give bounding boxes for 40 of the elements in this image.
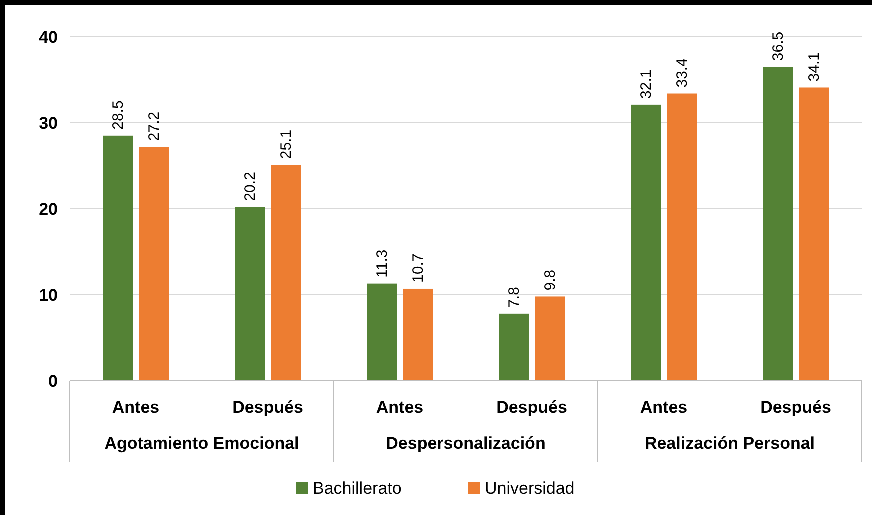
data-label: 36.5: [770, 32, 787, 62]
y-tick-label: 20: [39, 200, 58, 219]
x-tick-label: Antes: [112, 398, 160, 417]
bar: [499, 314, 529, 381]
data-label: 20.2: [242, 172, 259, 202]
bar: [799, 88, 829, 381]
data-label: 33.4: [674, 58, 691, 88]
x-tick-label: Después: [496, 398, 568, 417]
bar: [763, 67, 793, 381]
x-tick-label: Después: [760, 398, 832, 417]
data-label: 9.8: [542, 270, 559, 291]
bar: [235, 207, 265, 381]
data-label: 25.1: [278, 130, 295, 160]
legend-label: Universidad: [485, 479, 575, 498]
text: Realización Personal: [644, 434, 816, 453]
bar: [667, 94, 697, 381]
x-tick-label: Después: [232, 398, 304, 417]
bar: [139, 147, 169, 381]
y-tick-label: 30: [39, 114, 58, 133]
bar: [631, 104, 661, 381]
x-tick-label: Antes: [376, 398, 424, 417]
text: Agotamiento Emocional: [104, 434, 300, 453]
bar: [271, 165, 301, 381]
data-label: 10.7: [410, 254, 427, 283]
data-label: 11.3: [374, 250, 391, 278]
y-tick-label: 0: [48, 372, 58, 391]
data-label: 34.1: [806, 52, 823, 82]
data-label: 32.1: [638, 70, 655, 99]
data-label: 28.5: [110, 100, 127, 130]
y-tick-label: 10: [39, 286, 58, 305]
text: Despersonalización: [386, 434, 546, 453]
bar: [367, 284, 397, 381]
bar: [535, 296, 565, 381]
bar: [103, 136, 133, 381]
data-label: 7.8: [506, 287, 523, 308]
y-tick-label: 40: [39, 28, 58, 47]
data-label: 27.2: [146, 112, 163, 142]
bar: [403, 288, 433, 381]
legend-label: Bachillerato: [313, 479, 402, 498]
x-tick-label: Antes: [640, 398, 688, 417]
